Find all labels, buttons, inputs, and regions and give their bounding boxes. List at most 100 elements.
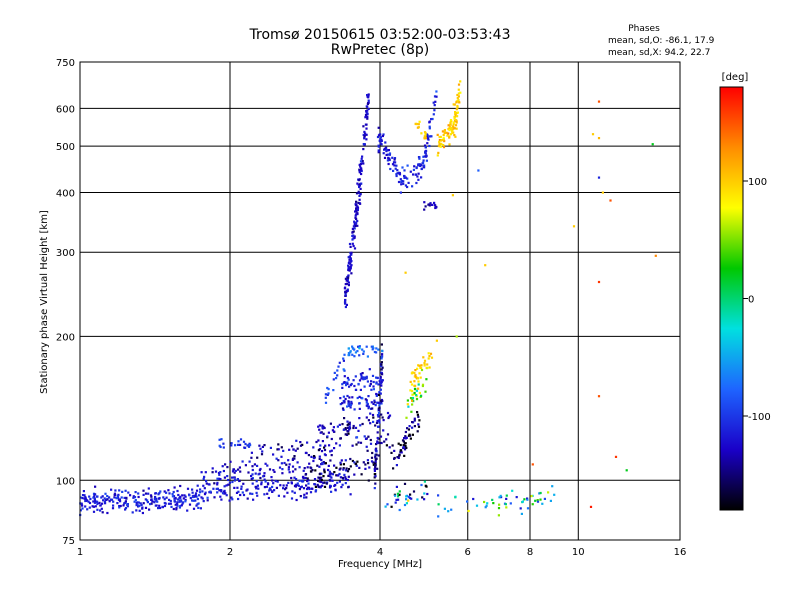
data-point xyxy=(104,492,107,495)
data-point xyxy=(209,490,212,493)
legend-title: Phases xyxy=(628,24,660,34)
data-point xyxy=(231,480,234,484)
data-point xyxy=(230,496,233,499)
data-point xyxy=(363,130,366,133)
data-point xyxy=(173,486,176,489)
data-point xyxy=(343,369,346,372)
data-point xyxy=(83,494,86,497)
data-point xyxy=(113,496,116,499)
data-point xyxy=(386,503,389,506)
data-point xyxy=(420,132,423,135)
data-point xyxy=(359,388,362,391)
data-point xyxy=(392,467,395,470)
data-point xyxy=(233,471,236,474)
data-point xyxy=(411,421,414,424)
data-point xyxy=(407,428,410,431)
data-point xyxy=(369,383,372,386)
data-point xyxy=(294,485,297,488)
data-point xyxy=(367,93,370,96)
data-point xyxy=(363,385,366,388)
data-point xyxy=(355,213,358,216)
data-point xyxy=(254,485,257,488)
data-point xyxy=(365,133,368,136)
data-point xyxy=(536,499,539,502)
data-point xyxy=(355,221,358,224)
data-point xyxy=(609,199,612,202)
data-point xyxy=(272,469,275,472)
data-point xyxy=(431,117,434,121)
data-point xyxy=(427,352,430,355)
data-point xyxy=(366,355,369,358)
data-point xyxy=(359,162,362,166)
data-point xyxy=(367,407,370,410)
data-point xyxy=(358,168,361,171)
data-point xyxy=(330,476,333,479)
data-point xyxy=(374,464,377,467)
data-point xyxy=(102,499,105,502)
data-point xyxy=(332,430,336,433)
data-point xyxy=(345,282,349,285)
data-point xyxy=(430,118,433,121)
data-point xyxy=(94,493,97,496)
data-point xyxy=(361,155,364,158)
data-point xyxy=(344,293,347,296)
data-point xyxy=(342,463,345,466)
data-point xyxy=(443,140,446,143)
data-point xyxy=(251,477,254,480)
data-point xyxy=(393,164,396,167)
data-point xyxy=(250,456,253,459)
data-point xyxy=(589,505,593,508)
data-point xyxy=(392,169,395,172)
data-point xyxy=(110,488,113,491)
data-point xyxy=(246,488,249,491)
data-point xyxy=(375,347,378,350)
data-point xyxy=(178,506,181,509)
data-point xyxy=(239,470,242,473)
data-point xyxy=(358,466,361,469)
data-point xyxy=(234,478,237,481)
data-point xyxy=(457,83,461,86)
data-point xyxy=(394,167,397,170)
data-point xyxy=(505,506,508,509)
data-point xyxy=(261,450,264,453)
data-point xyxy=(273,470,276,473)
data-point xyxy=(396,492,399,495)
data-point xyxy=(398,493,401,496)
data-point xyxy=(358,402,361,405)
data-point xyxy=(459,80,462,83)
data-point xyxy=(204,471,207,474)
data-point xyxy=(323,469,326,472)
data-point xyxy=(237,497,240,501)
data-point xyxy=(358,379,362,382)
data-point xyxy=(438,135,441,139)
data-point xyxy=(451,194,454,197)
data-point xyxy=(388,152,392,155)
legend-line-o: mean, sd,O: -86.1, 17.9 xyxy=(608,36,715,46)
data-point xyxy=(235,491,239,494)
data-point xyxy=(354,216,357,219)
data-point xyxy=(416,367,419,370)
data-point xyxy=(403,454,406,457)
data-point xyxy=(429,352,433,355)
data-point xyxy=(308,462,311,465)
data-point xyxy=(380,380,383,383)
data-point xyxy=(119,504,122,508)
data-point xyxy=(370,388,373,391)
data-point xyxy=(349,267,352,270)
data-point xyxy=(353,227,356,230)
data-point xyxy=(366,380,369,383)
data-point xyxy=(238,466,241,469)
data-point xyxy=(201,497,204,500)
data-point xyxy=(120,496,123,499)
data-point xyxy=(425,149,428,152)
data-point xyxy=(375,392,378,396)
data-point xyxy=(277,494,280,497)
data-point xyxy=(281,472,284,475)
data-point xyxy=(406,399,409,402)
data-point xyxy=(395,485,398,488)
data-point xyxy=(423,144,427,147)
data-point xyxy=(170,505,173,508)
data-point xyxy=(237,440,240,443)
data-point xyxy=(324,401,328,404)
data-point xyxy=(378,419,381,422)
